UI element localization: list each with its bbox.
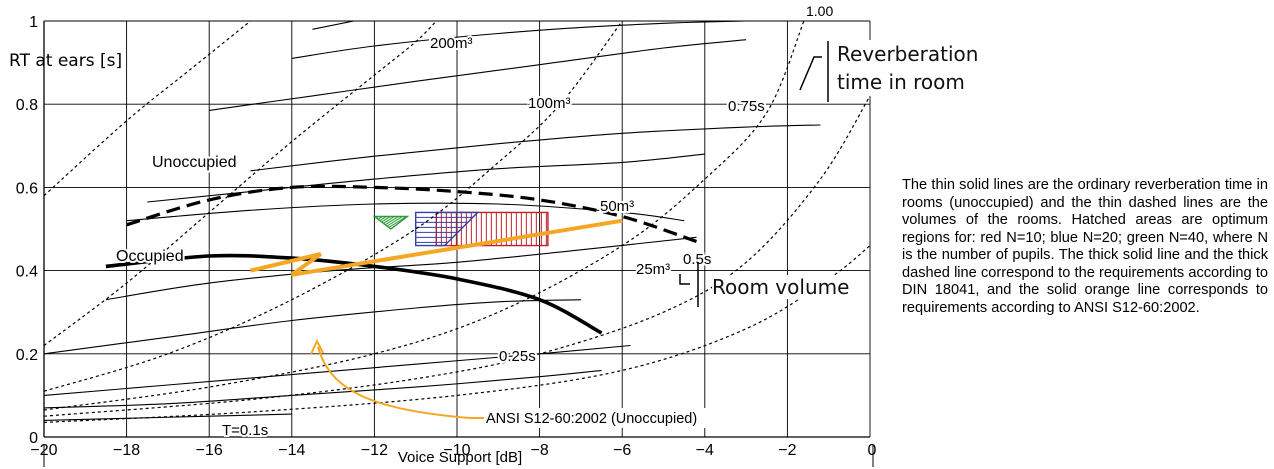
reverberation-curve [291, 21, 870, 59]
hatch-outline-green [372, 215, 410, 230]
x-tick-label: −12 [361, 442, 388, 459]
ansi-curve [250, 218, 623, 277]
hatch-line [386, 216, 407, 229]
volume-curve [44, 21, 623, 392]
hatch-line [374, 216, 383, 229]
ansi-curve-line [250, 218, 623, 277]
din-occupied-curve [105, 253, 603, 335]
curve-label-0.5s: 0.5s [683, 251, 711, 268]
reverberation-curve [105, 236, 697, 301]
ansi-label-background [484, 408, 774, 428]
curve-labels: T=0.1s 0.25s 0.5s 0.75s 200m³ 100m³ 50m³ 25m³ Un… [114, 33, 767, 441]
x-tick-label: −8 [530, 442, 548, 459]
y-tick-label: 1 [29, 14, 38, 31]
x-tick-label: −6 [613, 442, 631, 459]
reverberation-curve [209, 39, 747, 111]
reverberation-time-curves [44, 21, 870, 421]
y-tick-label: 0 [29, 430, 38, 447]
volume-curve [44, 95, 870, 417]
curve-label-0.75s: 0.75s [728, 98, 765, 115]
x-tick-label: 0 [868, 442, 877, 459]
hatch-line [374, 216, 375, 229]
room-volume-bracket-icon [679, 262, 699, 307]
plot-area [44, 21, 870, 423]
room-volume-callout: Room volume [712, 275, 850, 299]
reverberation-callout: Reverberation time in room [837, 40, 987, 96]
x-tick-label: −18 [113, 442, 140, 459]
volume-curve [44, 21, 437, 346]
x-tick-label: −16 [196, 442, 223, 459]
reverberation-curve [147, 153, 705, 203]
hatch-outline-red [435, 211, 549, 247]
hatch-outline-blue [415, 211, 480, 247]
y-tick-label: 0.2 [16, 347, 38, 364]
y-tick-label: 0.6 [16, 180, 38, 197]
ansi-callout-arrowhead [310, 338, 324, 355]
y-tick-label: 0.4 [16, 264, 38, 281]
x-axis-ticks: −20 −18 −16 −14 −12 −10 −8 −6 −4 −2 0 [30, 442, 876, 459]
curve-label-200m3: 200m³ [430, 35, 473, 52]
reverberation-bracket-icon [799, 41, 829, 102]
ansi-callout-arrow [317, 346, 471, 419]
chart-grid [43, 20, 871, 438]
x-axis-label: Voice Support [dB] [398, 449, 522, 466]
ansi-callout: ANSI S12-60:2002 (Unoccupied) [310, 338, 774, 428]
x-tick-label: −14 [278, 442, 305, 459]
reverberation-curve [44, 413, 292, 421]
curve-label-100m3: 100m³ [528, 95, 571, 112]
curve-label-0.25s: 0.25s [499, 348, 536, 365]
y-axis-ticks: 0 0.2 0.4 0.6 0.8 1 [16, 14, 38, 447]
curve-label-t-0.1s: T=0.1s [222, 422, 268, 439]
x-tick-label: −2 [778, 442, 796, 459]
reverberation-curve [250, 124, 821, 172]
top-right-partial-label: 1.00 [806, 3, 833, 19]
y-axis-label: RT at ears [s] [9, 51, 122, 71]
reverberation-curve [44, 369, 602, 409]
curve-label-occupied: Occupied [116, 248, 184, 265]
hatch-line [374, 216, 379, 229]
reverberation-curve [126, 202, 685, 222]
x-tick-label: −10 [443, 442, 470, 459]
hatch-region-blue [415, 212, 478, 243]
hatched-regions [372, 211, 549, 247]
reverberation-curve [312, 21, 354, 30]
reverberation-curve [44, 299, 581, 355]
y-tick-label: 0.8 [16, 97, 38, 114]
curve-label-25m3: 25m³ [636, 261, 670, 278]
curve-label-50m3: 50m³ [600, 198, 634, 215]
reverberation-curve [44, 344, 631, 396]
figure-caption: The thin solid lines are the ordinary re… [902, 177, 1268, 316]
ansi-label: ANSI S12-60:2002 (Unoccupied) [486, 411, 697, 427]
din-unoccupied-curve [126, 184, 698, 244]
din-18041-curves [105, 184, 698, 335]
x-tick-label: −4 [696, 442, 714, 459]
volume-curve [44, 21, 251, 197]
curve-label-unoccupied: Unoccupied [152, 154, 237, 171]
